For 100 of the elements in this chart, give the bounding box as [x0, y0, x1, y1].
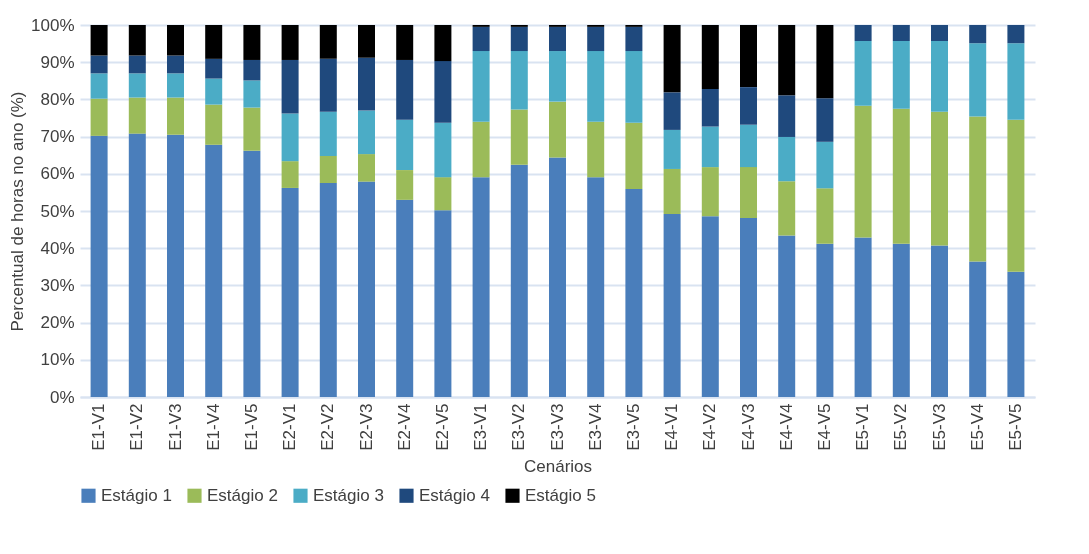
bar — [625, 122, 643, 190]
bar — [625, 26, 643, 52]
bar — [167, 97, 184, 135]
bar — [358, 110, 375, 155]
y-axis-title: Percentual de horas no ano (%) — [8, 91, 28, 332]
legend-label: Estágio 1 — [101, 485, 172, 505]
bar — [243, 25, 261, 60]
bar — [434, 122, 452, 178]
bar — [931, 41, 948, 112]
x-tick-label: E2-V5 — [432, 403, 452, 451]
bar — [969, 25, 987, 44]
bar — [854, 105, 872, 238]
y-tick-label: 70% — [40, 127, 75, 147]
x-tick-label: E5-V3 — [929, 403, 949, 451]
x-tick-label: E3-V1 — [471, 403, 491, 451]
bar — [434, 25, 452, 62]
x-tick-label: E1-V3 — [165, 403, 185, 451]
bar — [931, 25, 948, 41]
bar — [472, 26, 490, 52]
x-tick-label: E3-V2 — [509, 403, 529, 451]
bar — [510, 109, 528, 165]
x-tick-label: E1-V2 — [127, 403, 147, 451]
y-tick-label: 30% — [40, 275, 75, 295]
bar — [701, 25, 719, 89]
bar — [281, 113, 299, 162]
bar — [816, 188, 834, 244]
bar — [319, 183, 337, 397]
x-tick-label: E2-V1 — [280, 403, 300, 451]
bar — [243, 107, 261, 151]
x-tick-label: E1-V4 — [203, 403, 223, 451]
x-tick-label: E4-V5 — [814, 403, 834, 451]
bar — [319, 58, 337, 112]
bar — [319, 155, 337, 184]
bar — [549, 51, 566, 102]
x-tick-label: E4-V1 — [662, 403, 682, 451]
bar — [778, 136, 796, 182]
y-tick-label: 50% — [40, 201, 75, 221]
x-tick-label: E3-V5 — [623, 403, 643, 451]
x-axis-title: Cenários — [523, 456, 593, 476]
bar — [167, 134, 184, 397]
bar — [358, 181, 375, 397]
bar — [663, 129, 681, 169]
bar — [549, 101, 566, 158]
y-tick-label: 60% — [40, 164, 75, 184]
x-tick-label: E4-V4 — [776, 403, 796, 451]
bar — [778, 235, 796, 397]
bar — [396, 59, 414, 120]
bar — [472, 51, 490, 122]
bar — [816, 243, 834, 397]
bar — [892, 41, 910, 109]
x-tick-label: E2-V4 — [394, 403, 414, 451]
bar — [243, 150, 261, 397]
y-tick-label: 80% — [40, 89, 75, 109]
bar — [625, 189, 643, 397]
bar — [358, 154, 375, 182]
bar — [90, 25, 108, 56]
bar — [281, 161, 299, 188]
x-tick-label: E1-V1 — [89, 403, 109, 451]
y-tick-label: 10% — [40, 350, 75, 370]
bar — [281, 25, 299, 60]
bar — [510, 26, 528, 52]
bar — [243, 80, 261, 108]
bar — [434, 210, 452, 397]
x-tick-label: E5-V5 — [1005, 403, 1025, 451]
bar — [854, 237, 872, 397]
bar — [319, 25, 337, 59]
bar — [396, 170, 414, 200]
bar — [969, 43, 987, 117]
bar — [128, 25, 146, 56]
legend-label: Estágio 3 — [313, 485, 384, 505]
bar — [472, 177, 490, 397]
x-tick-label: E3-V4 — [585, 403, 605, 451]
bar — [167, 55, 184, 74]
bar — [816, 25, 834, 99]
bar — [205, 78, 223, 105]
y-tick-label: 100% — [31, 15, 75, 35]
bar — [1007, 119, 1025, 272]
x-tick-label: E5-V4 — [967, 403, 987, 451]
bar — [510, 51, 528, 110]
bar — [281, 59, 299, 114]
bar — [892, 25, 910, 41]
bar — [587, 26, 605, 52]
bar — [969, 116, 987, 262]
bar — [854, 41, 872, 106]
bar — [396, 119, 414, 171]
bar — [434, 61, 452, 123]
bar — [740, 124, 757, 168]
bar — [128, 73, 146, 98]
bar — [778, 95, 796, 137]
bar — [663, 168, 681, 214]
bar — [90, 98, 108, 136]
bar — [740, 87, 757, 125]
bar — [434, 177, 452, 211]
x-tick-label: E5-V2 — [891, 403, 911, 451]
bar — [205, 104, 223, 145]
bar — [1007, 271, 1025, 397]
bar — [281, 187, 299, 397]
bar — [663, 25, 681, 93]
bar — [167, 25, 184, 56]
bar — [1007, 25, 1025, 44]
